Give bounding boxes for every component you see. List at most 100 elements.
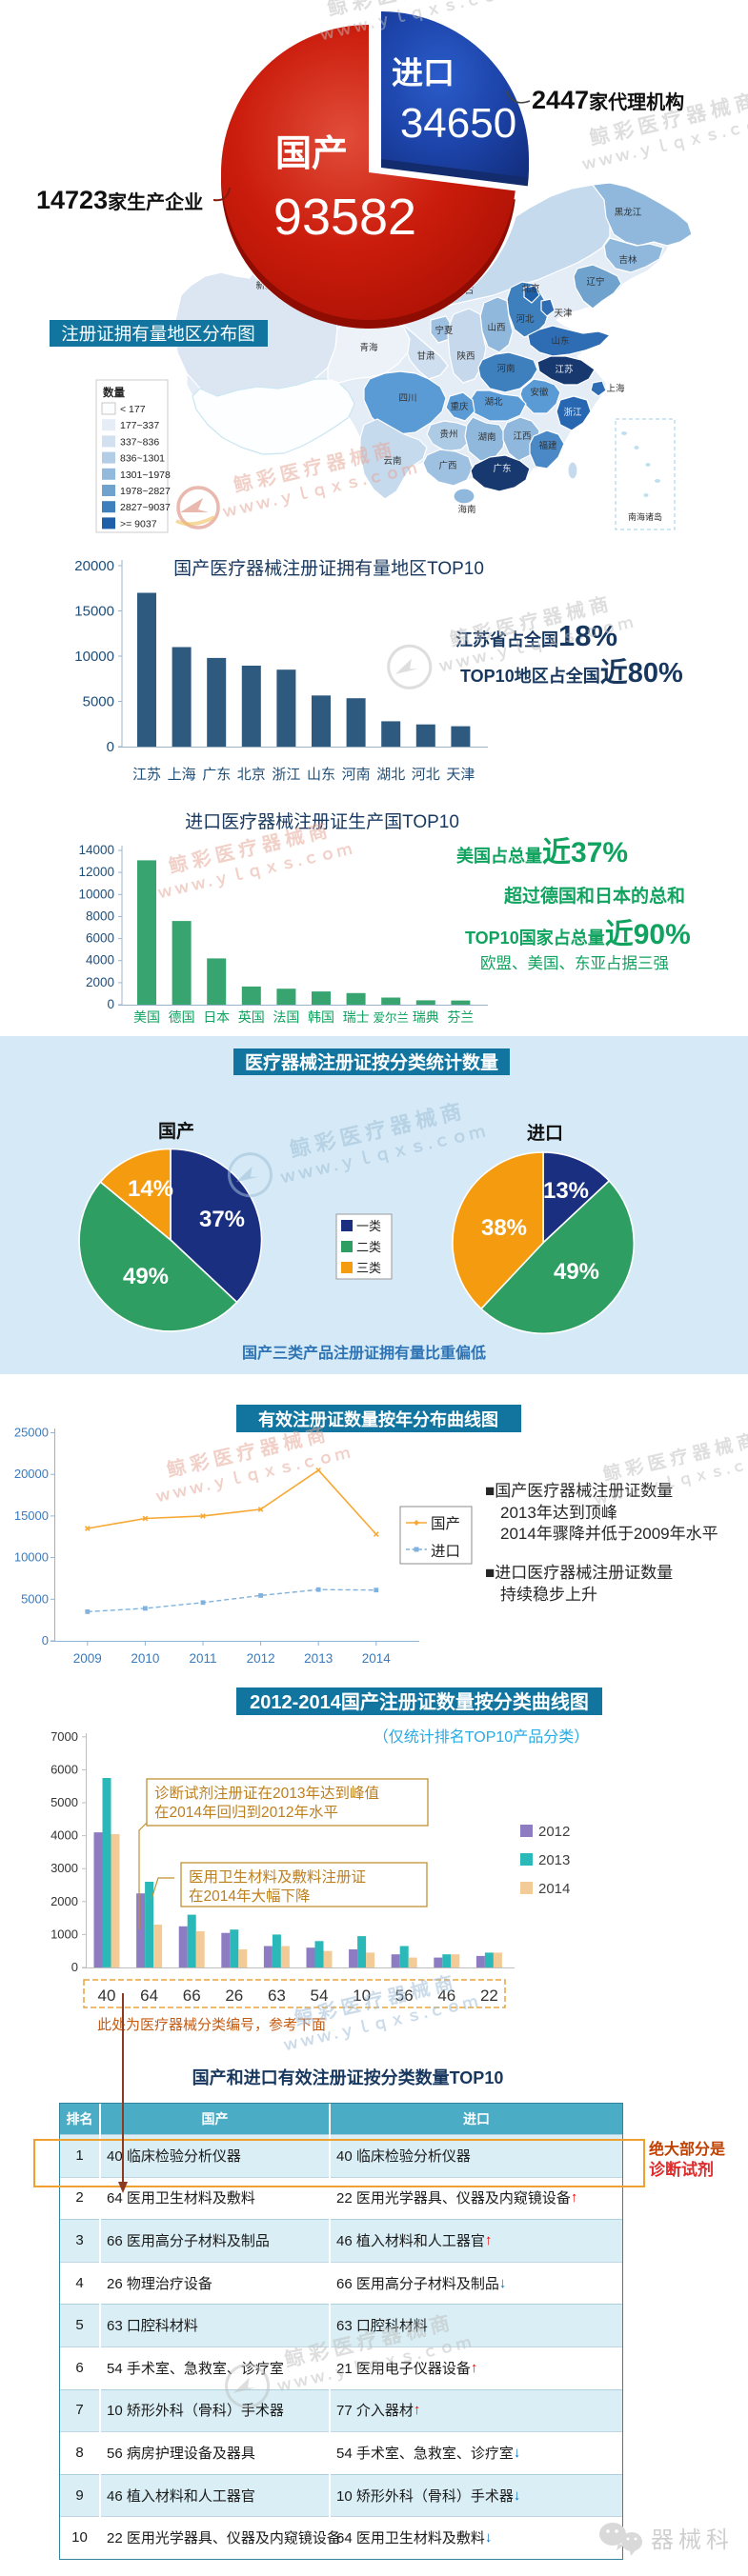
svg-text:云南: 云南 <box>383 455 401 467</box>
svg-text:瑞士: 瑞士 <box>343 1009 370 1025</box>
svg-text:湖北: 湖北 <box>484 397 503 408</box>
svg-text:安徽: 安徽 <box>530 387 549 398</box>
svg-text:TOP10国家占总量近90%: TOP10国家占总量近90% <box>465 919 691 950</box>
svg-text:5000: 5000 <box>51 1795 78 1809</box>
svg-text:2447家代理机构: 2447家代理机构 <box>532 86 684 114</box>
svg-text:芬兰: 芬兰 <box>447 1009 474 1025</box>
svg-text:10000: 10000 <box>74 649 114 665</box>
svg-text:4000: 4000 <box>86 953 114 968</box>
svg-text:20000: 20000 <box>74 558 114 574</box>
svg-text:25000: 25000 <box>14 1426 49 1440</box>
svg-text:山东: 山东 <box>307 767 335 783</box>
svg-text:49%: 49% <box>123 1264 169 1289</box>
svg-text:广东: 广东 <box>493 463 511 474</box>
svg-text:美国: 美国 <box>133 1009 160 1025</box>
svg-text:14000: 14000 <box>78 843 114 857</box>
svg-text:14%: 14% <box>128 1176 173 1202</box>
svg-text:40: 40 <box>98 1987 116 2005</box>
svg-text:10000: 10000 <box>78 887 114 901</box>
svg-text:国产: 国产 <box>158 1120 194 1142</box>
svg-text:国产医疗器械注册证拥有量地区TOP10: 国产医疗器械注册证拥有量地区TOP10 <box>173 558 484 579</box>
svg-text:2012: 2012 <box>247 1651 275 1666</box>
svg-text:法国: 法国 <box>273 1009 299 1025</box>
svg-text:22: 22 <box>480 1987 498 2005</box>
svg-text:0: 0 <box>107 997 114 1011</box>
svg-text:在2014年回归到2012年水平: 在2014年回归到2012年水平 <box>154 1804 338 1821</box>
svg-text:2013: 2013 <box>304 1651 333 1666</box>
svg-text:13%: 13% <box>543 1178 589 1204</box>
svg-text:南海诸岛: 南海诸岛 <box>628 511 662 522</box>
svg-text:河南: 河南 <box>496 363 515 374</box>
svg-text:0: 0 <box>71 1960 78 1974</box>
svg-text:医用卫生材料及敷料注册证: 医用卫生材料及敷料注册证 <box>189 1867 366 1886</box>
svg-text:34650: 34650 <box>400 100 516 147</box>
svg-text:64: 64 <box>140 1987 158 2005</box>
svg-text:黑龙江: 黑龙江 <box>615 207 642 218</box>
svg-text:20000: 20000 <box>14 1467 49 1481</box>
svg-text:超过德国和日本的总和: 超过德国和日本的总和 <box>503 885 685 907</box>
svg-text:>= 9037: >= 9037 <box>120 518 157 529</box>
svg-text:进口: 进口 <box>527 1123 563 1144</box>
svg-text:进口医疗器械注册证生产国TOP10: 进口医疗器械注册证生产国TOP10 <box>185 811 459 832</box>
svg-text:2827~9037: 2827~9037 <box>120 502 171 513</box>
svg-text:7000: 7000 <box>51 1729 78 1744</box>
svg-text:12000: 12000 <box>78 865 114 879</box>
svg-text:河北: 河北 <box>412 767 440 783</box>
svg-text:在2014年大幅下降: 在2014年大幅下降 <box>189 1887 310 1905</box>
svg-text:河北: 河北 <box>516 313 535 325</box>
svg-text:有效注册证数量按年分布曲线图: 有效注册证数量按年分布曲线图 <box>258 1409 498 1429</box>
svg-text:49%: 49% <box>554 1259 599 1285</box>
svg-text:56: 56 <box>395 1987 414 2005</box>
svg-text:37%: 37% <box>199 1207 245 1232</box>
svg-text:器械科: 器械科 <box>651 2527 734 2553</box>
svg-text:医疗器械注册证按分类统计数量: 医疗器械注册证按分类统计数量 <box>245 1051 498 1073</box>
svg-text:< 177: < 177 <box>120 404 146 415</box>
svg-text:三类: 三类 <box>356 1261 381 1275</box>
svg-text:836~1301: 836~1301 <box>120 453 165 465</box>
svg-text:江苏: 江苏 <box>132 767 161 783</box>
svg-text:2000: 2000 <box>51 1894 78 1908</box>
svg-text:江西: 江西 <box>513 431 531 442</box>
svg-text:福建: 福建 <box>538 440 557 451</box>
svg-text:15000: 15000 <box>14 1508 49 1523</box>
svg-text:此处为医疗器械分类编号，参考下面: 此处为医疗器械分类编号，参考下面 <box>97 2017 326 2033</box>
svg-text:四川: 四川 <box>398 393 416 404</box>
svg-text:北京: 北京 <box>521 283 539 294</box>
svg-text:46: 46 <box>437 1987 455 2005</box>
svg-text:湖北: 湖北 <box>376 767 405 783</box>
svg-text:38%: 38% <box>481 1215 527 1241</box>
svg-text:浙江: 浙江 <box>563 407 582 418</box>
svg-text:63: 63 <box>268 1987 286 2005</box>
svg-text:1000: 1000 <box>51 1927 78 1941</box>
svg-text:爱尔兰: 爱尔兰 <box>373 1010 409 1025</box>
svg-text:广西: 广西 <box>438 460 456 471</box>
svg-text:贵州: 贵州 <box>439 429 457 440</box>
svg-text:国产: 国产 <box>431 1515 460 1532</box>
svg-text:2000: 2000 <box>86 975 114 989</box>
svg-text:进口: 进口 <box>392 55 455 90</box>
svg-text:天津: 天津 <box>446 767 475 783</box>
svg-text:4000: 4000 <box>51 1828 78 1843</box>
svg-text:上海: 上海 <box>168 767 196 783</box>
svg-text:日本: 日本 <box>203 1009 230 1025</box>
svg-text:辽宁: 辽宁 <box>586 276 604 288</box>
svg-text:江苏: 江苏 <box>555 364 574 375</box>
svg-text:2012-2014国产注册证数量按分类曲线图: 2012-2014国产注册证数量按分类曲线图 <box>250 1690 589 1713</box>
svg-text:2013年达到顶峰: 2013年达到顶峰 <box>500 1504 617 1522</box>
svg-text:2014年骤降并低于2009年水平: 2014年骤降并低于2009年水平 <box>500 1525 718 1543</box>
svg-text:山东: 山东 <box>551 335 569 347</box>
svg-text:0: 0 <box>107 739 114 755</box>
svg-text:2011: 2011 <box>189 1651 216 1666</box>
svg-text:山西: 山西 <box>487 323 505 333</box>
svg-text:2010: 2010 <box>131 1651 159 1666</box>
svg-text:2014: 2014 <box>538 1881 570 1897</box>
svg-text:吉林: 吉林 <box>618 254 637 266</box>
svg-text:■进口医疗器械注册证数量: ■进口医疗器械注册证数量 <box>485 1564 673 1582</box>
svg-text:6000: 6000 <box>86 931 114 946</box>
svg-text:甘肃: 甘肃 <box>416 350 435 362</box>
svg-text:持续稳步上升: 持续稳步上升 <box>500 1586 597 1604</box>
svg-text:0: 0 <box>42 1633 49 1647</box>
svg-text:2014: 2014 <box>362 1651 392 1666</box>
svg-text:数量: 数量 <box>103 386 125 399</box>
svg-text:上海: 上海 <box>606 383 625 394</box>
